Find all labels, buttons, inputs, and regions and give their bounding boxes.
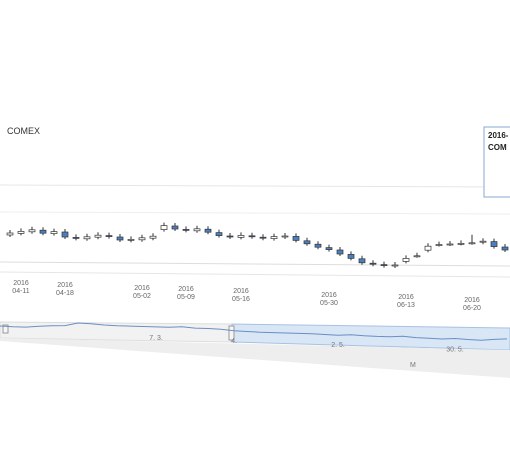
candle-body: [270, 236, 278, 239]
candle-body: [105, 235, 113, 237]
navigator-label: 4.: [231, 338, 237, 345]
candle-body: [314, 243, 322, 248]
axis-line: [0, 271, 510, 278]
candle-body: [336, 249, 344, 255]
navigator-label: 30. 5.: [446, 347, 464, 354]
candle-body: [259, 236, 267, 239]
candle-body: [391, 264, 399, 267]
plot-line: [0, 261, 510, 267]
candle-body: [501, 246, 509, 251]
candle-body: [61, 231, 69, 238]
candle-body: [138, 237, 146, 241]
candle-body: [347, 254, 355, 259]
candle-body: [171, 225, 179, 230]
navigator-label: 7. 3.: [149, 335, 163, 342]
candle-body: [358, 258, 366, 264]
candle-body: [292, 236, 300, 241]
candle-body: [281, 235, 289, 238]
navigator-label: 2. 5.: [331, 342, 345, 349]
scrollbar[interactable]: [0, 338, 510, 378]
candle-body: [50, 231, 58, 234]
navigator-annotation: M: [410, 362, 416, 369]
candle-body: [435, 244, 443, 246]
candle-body: [237, 235, 245, 238]
tooltip-series: COM: [488, 143, 507, 152]
candle-body: [193, 228, 201, 232]
navigator-handle[interactable]: [228, 325, 235, 341]
navigator-handle[interactable]: [2, 324, 9, 334]
candle-body: [160, 225, 168, 230]
candle-body: [490, 241, 498, 247]
candle-body: [204, 228, 212, 233]
candle-body: [303, 240, 311, 245]
candle-body: [424, 245, 432, 251]
x-tick-label: 2016 05-16: [232, 288, 250, 304]
chart-title: COMEX: [7, 126, 40, 136]
candle-body: [127, 239, 135, 241]
candle-body: [149, 235, 157, 239]
x-tick-label: 2016 04-18: [56, 282, 74, 297]
candle-body: [83, 236, 91, 240]
candle-body: [457, 243, 465, 245]
candle-body: [402, 258, 410, 262]
candle-body: [6, 232, 14, 236]
x-tick-label: 2016 06-13: [397, 294, 415, 310]
x-tick-label: 2016 04-11: [12, 280, 30, 296]
candle-body: [28, 229, 36, 233]
tooltip: [483, 126, 510, 198]
plot-border: [0, 184, 510, 188]
x-tick-label: 2016 05-09: [177, 286, 195, 302]
x-tick-label: 2016 05-30: [320, 291, 338, 307]
candle-body: [325, 247, 333, 250]
candle-body: [182, 229, 190, 231]
candle-body: [215, 232, 223, 236]
navigator-line: [0, 322, 508, 341]
x-tick-label: 2016 06-20: [463, 296, 481, 312]
candle-body: [226, 235, 234, 238]
plot-line: [0, 211, 510, 215]
candle-body: [413, 255, 421, 258]
candle-body: [94, 234, 102, 238]
candle-body: [39, 229, 47, 234]
candle-body: [446, 243, 454, 246]
x-tick-label: 2016 05-02: [133, 284, 151, 300]
candle-body: [17, 231, 25, 234]
candle-body: [72, 237, 80, 239]
candle-body: [248, 235, 256, 238]
candle-body: [479, 240, 487, 243]
candle-body: [468, 242, 476, 245]
tooltip-date: 2016-: [488, 131, 509, 140]
candle-body: [116, 236, 124, 241]
candle-body: [369, 262, 377, 265]
candle-body: [380, 264, 388, 266]
